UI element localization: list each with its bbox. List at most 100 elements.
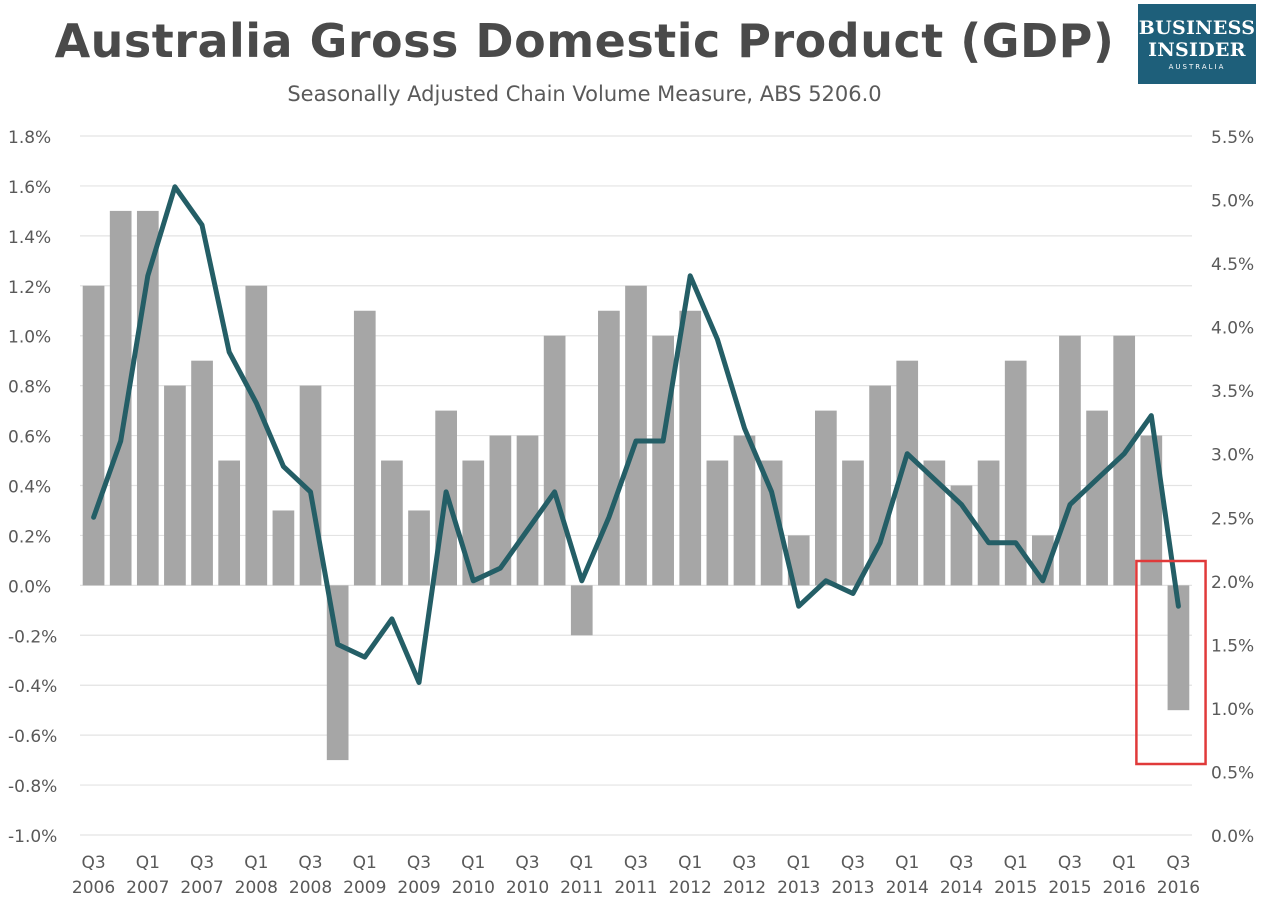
left-axis-tick-label: -1.0%	[8, 827, 57, 847]
bar	[82, 285, 105, 586]
x-tick-quarter: Q3	[1166, 853, 1190, 873]
left-axis-tick-label: -0.6%	[8, 727, 57, 747]
left-axis-tick-label: 0.0%	[8, 577, 51, 597]
bar	[516, 435, 539, 586]
bar	[896, 360, 919, 586]
left-axis-tick-label: -0.8%	[8, 777, 57, 797]
x-tick-year: 2012	[723, 878, 766, 898]
x-tick-year: 2008	[235, 878, 278, 898]
x-tick-quarter: Q3	[407, 853, 431, 873]
x-tick-year: 2016	[1157, 878, 1200, 898]
bar	[191, 360, 213, 586]
chart-title: Australia Gross Domestic Product (GDP)	[54, 14, 1115, 68]
right-axis-tick-label: 2.0%	[1211, 573, 1254, 593]
left-axis-tick-label: -0.2%	[8, 627, 57, 647]
bar	[760, 460, 783, 586]
bar	[109, 210, 132, 586]
business-insider-logo: BUSINESS INSIDER AUSTRALIA	[1138, 4, 1256, 84]
x-tick-quarter: Q1	[136, 853, 160, 873]
right-axis-tick-label: 0.0%	[1211, 827, 1254, 847]
left-axis-tick-label: 0.2%	[8, 527, 51, 547]
logo-line-2: INSIDER	[1148, 39, 1246, 61]
x-tick-quarter: Q3	[949, 853, 973, 873]
x-tick-quarter: Q3	[732, 853, 756, 873]
x-tick-year: 2013	[777, 878, 820, 898]
right-axis-tick-label: 3.0%	[1211, 446, 1254, 466]
bar	[245, 285, 268, 586]
x-tick-quarter: Q1	[353, 853, 377, 873]
x-tick-year: 2006	[72, 878, 115, 898]
x-tick-year: 2010	[506, 878, 549, 898]
bar	[842, 460, 864, 586]
bar	[1004, 360, 1027, 586]
bar	[272, 510, 295, 586]
bar	[543, 335, 566, 586]
left-axis-tick-label: 0.8%	[8, 378, 51, 398]
x-tick-quarter: Q1	[570, 853, 594, 873]
chart-subtitle: Seasonally Adjusted Chain Volume Measure…	[287, 82, 882, 106]
bar	[1140, 435, 1163, 586]
x-tick-quarter: Q3	[81, 853, 105, 873]
bar	[218, 460, 241, 586]
x-tick-quarter: Q1	[787, 853, 811, 873]
x-tick-year: 2014	[886, 878, 929, 898]
x-tick-quarter: Q1	[895, 853, 919, 873]
bar	[679, 310, 702, 586]
x-tick-year: 2014	[940, 878, 983, 898]
x-tick-year: 2013	[831, 878, 874, 898]
left-axis-tick-label: -0.4%	[8, 677, 57, 697]
bar	[381, 460, 403, 586]
bar	[136, 210, 159, 586]
bar	[706, 460, 729, 586]
right-axis-tick-label: 2.5%	[1211, 509, 1254, 529]
x-tick-year: 2007	[126, 878, 169, 898]
right-axis-tick-label: 5.0%	[1211, 192, 1254, 212]
x-tick-year: 2011	[614, 878, 657, 898]
bar	[1059, 335, 1081, 586]
left-axis-tick-label: 1.6%	[8, 178, 51, 198]
x-tick-quarter: Q3	[190, 853, 214, 873]
bar	[489, 435, 512, 586]
x-tick-year: 2010	[452, 878, 495, 898]
x-tick-year: 2012	[669, 878, 712, 898]
bar	[869, 385, 891, 586]
highlight-box	[1135, 559, 1207, 766]
bar	[462, 460, 485, 586]
x-tick-year: 2008	[289, 878, 332, 898]
left-axis-tick-label: 1.2%	[8, 278, 51, 298]
bar	[625, 285, 647, 586]
x-tick-quarter: Q1	[461, 853, 485, 873]
bar	[1086, 410, 1108, 586]
right-axis-tick-label: 5.5%	[1211, 128, 1254, 148]
right-axis-tick-label: 4.0%	[1211, 319, 1254, 339]
right-axis-tick-label: 0.5%	[1211, 763, 1254, 783]
x-tick-quarter: Q3	[1058, 853, 1082, 873]
right-axis-tick-label: 3.5%	[1211, 382, 1254, 402]
x-tick-quarter: Q1	[1112, 853, 1136, 873]
bar	[977, 460, 1000, 586]
bar	[353, 310, 376, 586]
left-axis-tick-label: 1.4%	[8, 228, 51, 248]
x-tick-quarter: Q3	[624, 853, 648, 873]
x-tick-year: 2011	[560, 878, 603, 898]
x-tick-quarter: Q1	[244, 853, 268, 873]
x-tick-quarter: Q1	[1004, 853, 1028, 873]
left-axis-tick-label: 1.8%	[8, 128, 51, 148]
bar	[1167, 585, 1190, 711]
bar	[815, 410, 837, 586]
left-axis-tick-label: 1.0%	[8, 328, 51, 348]
annual-growth-line	[91, 184, 1181, 685]
x-tick-quarter: Q3	[515, 853, 539, 873]
right-axis-tick-label: 1.5%	[1211, 636, 1254, 656]
right-axis-tick-label: 4.5%	[1211, 255, 1254, 275]
bar	[733, 435, 756, 586]
x-tick-year: 2007	[180, 878, 223, 898]
bar	[408, 510, 430, 586]
x-tick-year: 2015	[1048, 878, 1091, 898]
bar	[652, 335, 674, 586]
bar	[570, 585, 593, 636]
x-tick-year: 2009	[343, 878, 386, 898]
x-tick-quarter: Q1	[678, 853, 702, 873]
